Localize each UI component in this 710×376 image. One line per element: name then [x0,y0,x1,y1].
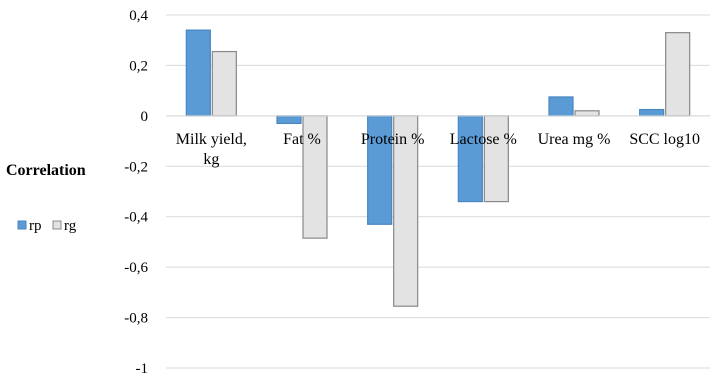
category-labels: Milk yield, kg Fat % Protein % Lactose % Urea… [176,131,700,168]
y-tick-label: 0 [141,109,149,125]
category-label: kg [203,151,219,168]
bar-rg [483,115,509,203]
category-label: Protein % [361,131,425,148]
bar-rg [574,110,600,117]
legend: rp rg [17,218,77,234]
legend-label-rg: rg [64,218,77,234]
bar-rg [302,115,328,239]
bar-rp [185,29,211,117]
legend-label-rp: rp [29,218,42,234]
bar-rp [548,96,574,117]
bar-rp [367,115,393,225]
bar-rg [211,50,237,117]
y-tick-labels: 0,4 0,2 0 -0,2 -0,4 -0,6 -0,8 -1 [124,8,148,376]
category-label: SCC log10 [629,131,700,148]
gridlines [166,14,710,369]
y-tick-label: -0,8 [124,311,148,327]
y-tick-label: -0,4 [124,210,148,226]
category-label: Lactose % [450,131,517,148]
bar-rg [393,115,419,307]
bar-rp [639,108,665,117]
bars [166,29,710,307]
category-label: Urea mg % [538,131,611,148]
category-label: Milk yield, [176,131,247,148]
bar-rp [276,115,302,125]
y-tick-label: -1 [136,361,149,376]
legend-swatch-rp [17,220,27,230]
y-tick-label: -0,6 [124,260,148,276]
y-tick-label: -0,2 [124,159,148,175]
category-label: Fat % [283,131,321,148]
legend-swatch-rg [52,220,62,230]
bar-rg [665,32,691,117]
bar-rp [457,115,483,203]
y-tick-label: 0,4 [129,8,148,24]
y-tick-label: 0,2 [129,58,148,74]
y-axis-title: Correlation [6,162,86,179]
